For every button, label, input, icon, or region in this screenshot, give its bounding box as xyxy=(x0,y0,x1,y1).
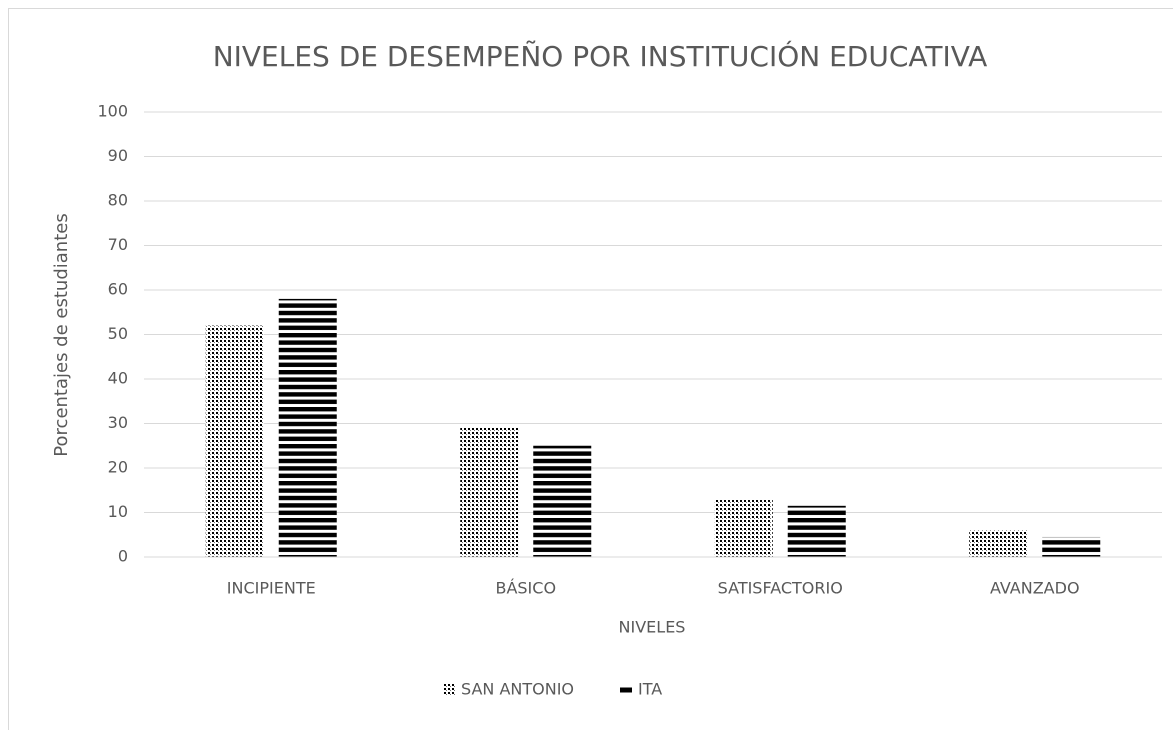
legend-marker xyxy=(620,687,632,693)
bar xyxy=(533,445,592,557)
y-tick-label: 60 xyxy=(108,280,128,299)
y-tick-label: 30 xyxy=(108,413,128,432)
bar xyxy=(460,427,519,557)
x-tick-label: AVANZADO xyxy=(990,579,1080,598)
x-tick-label: INCIPIENTE xyxy=(227,579,316,598)
x-tick-label: SATISFACTORIO xyxy=(718,579,843,598)
y-tick-label: 0 xyxy=(118,547,128,566)
y-tick-label: 50 xyxy=(108,324,128,343)
y-tick-label: 100 xyxy=(97,102,128,121)
y-tick-label: 20 xyxy=(108,458,128,477)
chart-border xyxy=(8,8,1173,730)
legend-label: ITA xyxy=(638,680,662,699)
bar xyxy=(787,505,846,557)
y-axis-label: Porcentajes de estudiantes xyxy=(51,213,72,456)
bar xyxy=(969,530,1028,557)
bar xyxy=(714,499,773,557)
bar xyxy=(1042,536,1101,557)
y-tick-label: 40 xyxy=(108,369,128,388)
y-tick-label: 80 xyxy=(108,191,128,210)
bar xyxy=(205,325,264,557)
legend-label: SAN ANTONIO xyxy=(461,680,574,699)
x-axis-label: NIVELES xyxy=(619,618,686,637)
legend-marker xyxy=(443,684,455,696)
x-tick-label: BÁSICO xyxy=(495,579,556,598)
chart-title: NIVELES DE DESEMPEÑO POR INSTITUCIÓN EDU… xyxy=(213,39,988,73)
y-tick-label: 90 xyxy=(108,146,128,165)
bar xyxy=(278,298,337,557)
y-tick-label: 10 xyxy=(108,502,128,521)
y-tick-label: 70 xyxy=(108,235,128,254)
